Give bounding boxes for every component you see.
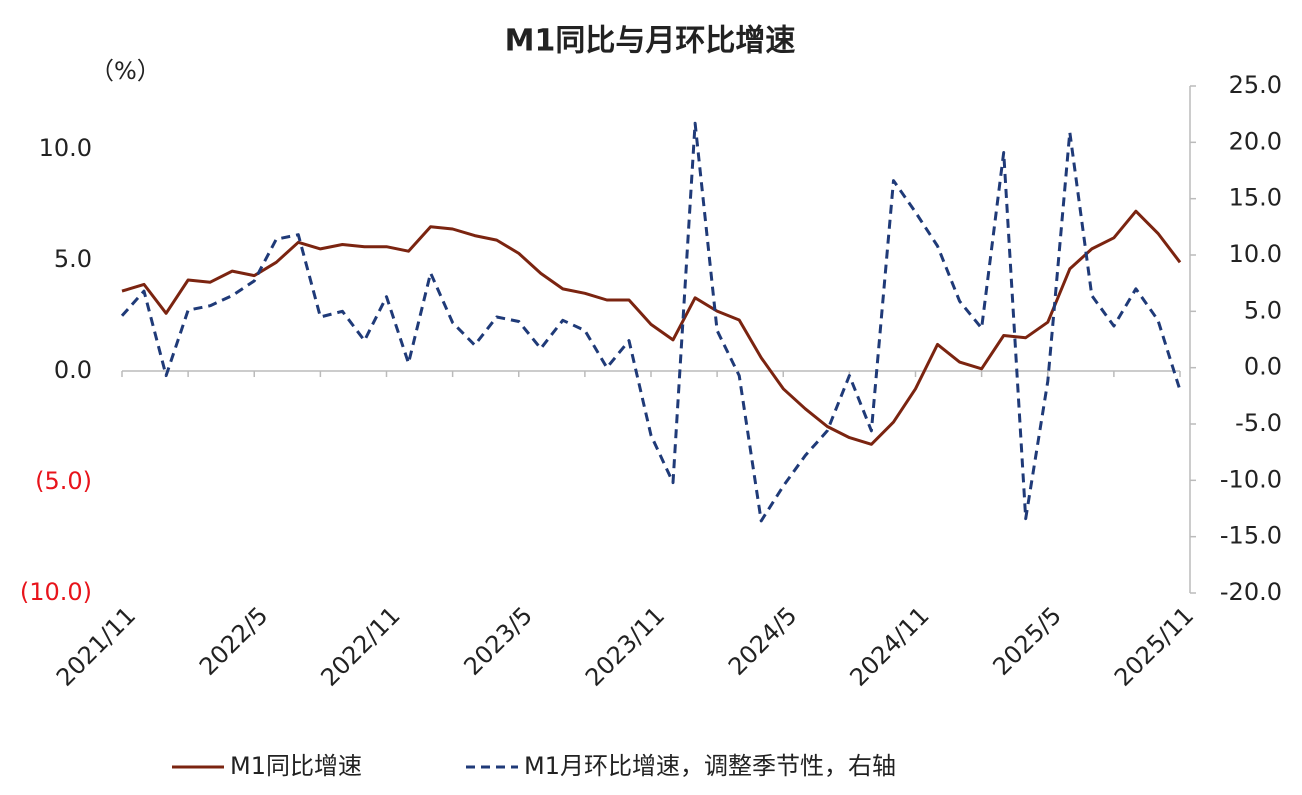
- y2-tick-label: 10.0: [1229, 240, 1282, 268]
- y-unit: （%）: [90, 57, 161, 85]
- chart-title: M1同比与月环比增速: [505, 24, 796, 59]
- y-tick-label: 0.0: [54, 356, 92, 384]
- y-tick-label: (5.0): [35, 467, 92, 495]
- y2-tick-label: -10.0: [1220, 465, 1282, 493]
- series-line: [121, 209, 1182, 446]
- legend-label: M1月环比增速，调整季节性，右轴: [524, 752, 896, 780]
- x-tick-label: 2023/11: [580, 601, 670, 691]
- x-tick-label: 2024/5: [723, 601, 803, 681]
- x-tick-label: 2025/5: [987, 601, 1067, 681]
- x-tick-label: 2021/11: [51, 601, 141, 691]
- y2-tick-label: 25.0: [1229, 71, 1282, 99]
- y-tick-label: 10.0: [39, 134, 92, 162]
- x-tick-label: 2024/11: [844, 601, 934, 691]
- y-tick-label: 5.0: [54, 245, 92, 273]
- series-line: [120, 121, 1182, 523]
- y-tick-label: (10.0): [20, 578, 92, 606]
- y2-tick-label: 20.0: [1229, 127, 1282, 155]
- x-tick-label: 2022/5: [194, 601, 274, 681]
- y2-tick-label: 0.0: [1244, 353, 1282, 381]
- x-tick-label: 2022/11: [315, 601, 405, 691]
- x-tick-label: 2023/5: [458, 601, 538, 681]
- legend-label: M1同比增速: [230, 752, 362, 780]
- y2-tick-label: 15.0: [1229, 184, 1282, 212]
- y2-tick-label: -20.0: [1220, 578, 1282, 606]
- y2-tick-label: -5.0: [1235, 409, 1282, 437]
- y2-tick-label: -15.0: [1220, 522, 1282, 550]
- x-tick-label: 2025/11: [1109, 601, 1199, 691]
- y2-tick-label: 5.0: [1244, 296, 1282, 324]
